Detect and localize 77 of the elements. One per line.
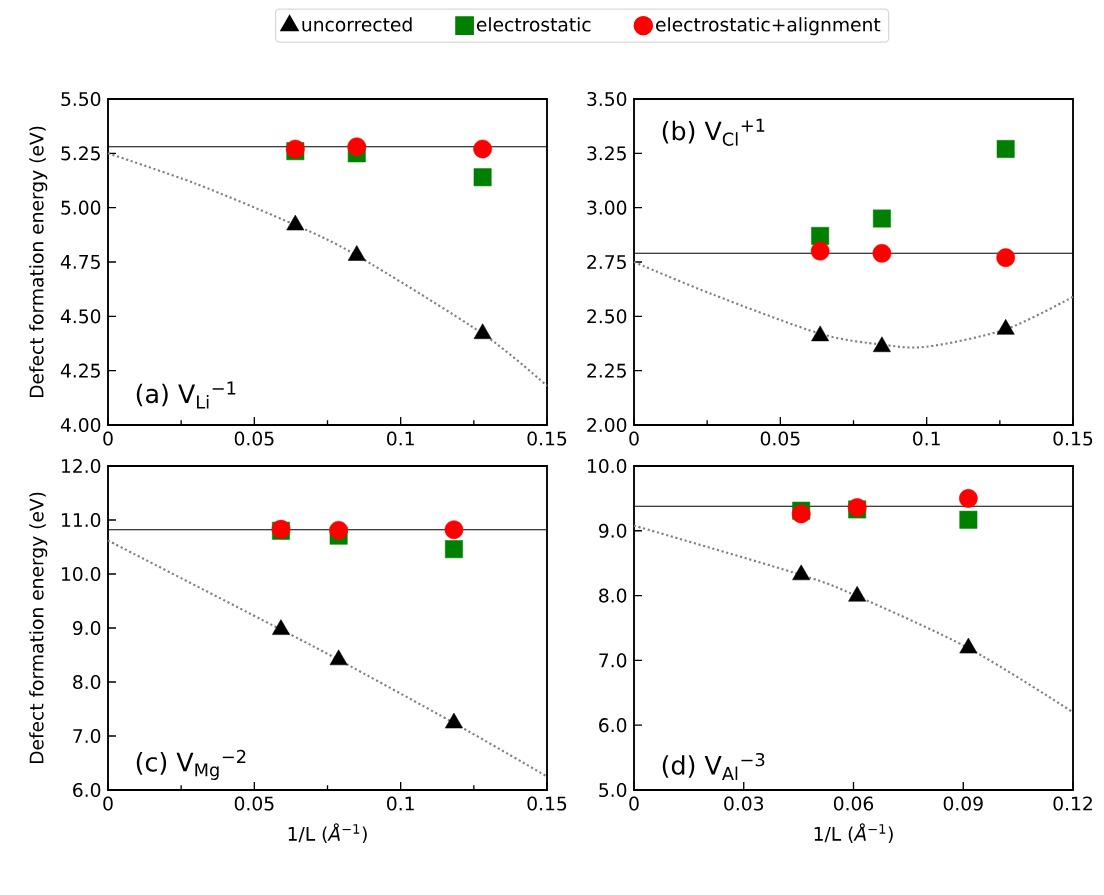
legend-label: electrostatic — [476, 17, 591, 32]
x-tick-label: 0 — [103, 431, 113, 446]
x-tick-label: 0.1 — [913, 431, 940, 446]
y-axis-title: Defect formation energy (eV) — [29, 126, 48, 398]
x-tick-label: 0.15 — [527, 796, 567, 811]
point — [996, 248, 1016, 267]
point — [272, 619, 290, 635]
line-series — [106, 539, 549, 778]
x-tick-label: 0.03 — [724, 796, 764, 811]
x-tick-label: 0.1 — [387, 431, 414, 446]
x-axis-title: 1/L (Å$^{−1}$) — [814, 823, 893, 844]
y-tick-label: 2.50 — [587, 309, 627, 324]
legend-label: electrostatic+alignment — [656, 17, 881, 36]
y-tick-label: 2.00 — [587, 417, 627, 433]
y-tick-label: 2.25 — [587, 363, 626, 378]
x-tick-label: 0 — [629, 431, 639, 446]
y-tick-label: 7.0 — [73, 728, 101, 744]
point — [996, 319, 1015, 335]
point — [872, 336, 891, 353]
point — [329, 649, 348, 666]
point — [445, 712, 463, 729]
point — [347, 137, 367, 157]
y-tick-label: 5.0 — [599, 782, 627, 798]
point — [329, 520, 348, 540]
x-tick-label: 0.06 — [833, 796, 874, 811]
y-tick-label: 3.00 — [587, 200, 627, 215]
point — [473, 168, 492, 187]
y-tick-label: 5.00 — [61, 200, 101, 215]
y-tick-label: 4.00 — [60, 417, 101, 433]
x-tick-label: 0.05 — [234, 796, 274, 811]
y-tick-label: 4.50 — [60, 309, 101, 324]
x-axis-title: 1/L (Å$^{−1}$) — [288, 823, 367, 844]
x-tick-label: 0.05 — [234, 431, 274, 446]
point — [445, 540, 463, 559]
y-tick-label: 6.0 — [73, 782, 101, 798]
annotation: (c) V$_{Mg}$−2 — [136, 749, 246, 780]
y-tick-label: 3.50 — [587, 91, 627, 107]
x-tick-label: 0.12 — [1053, 796, 1092, 811]
point — [811, 325, 830, 342]
x-tick-label: 0.15 — [527, 431, 567, 446]
point — [347, 245, 366, 261]
y-tick-label: 12.0 — [62, 458, 101, 474]
x-tick-label: 0.1 — [387, 796, 414, 811]
y-tick-label: 8.0 — [599, 588, 627, 603]
legend-label: uncorrected — [302, 17, 412, 32]
x-tick-label: 0.05 — [760, 431, 800, 446]
y-tick-label: 10.0 — [62, 566, 101, 582]
y-tick-label: 5.25 — [61, 146, 100, 161]
line-series — [632, 524, 1075, 714]
y-tick-label: 11.0 — [62, 512, 101, 528]
point — [872, 243, 892, 263]
y-tick-label: 2.75 — [587, 254, 626, 270]
annotation: (d) V$_{Al}$−3 — [662, 752, 765, 780]
point — [996, 140, 1015, 158]
x-tick-label: 0.15 — [1053, 431, 1093, 446]
y-tick-label: 3.25 — [587, 146, 626, 161]
annotation: (a) V$_{Li}$−1 — [136, 381, 236, 409]
point — [444, 520, 464, 540]
y-axis-title: Defect formation energy (eV) — [29, 492, 48, 764]
point — [286, 214, 305, 231]
y-tick-label: 5.50 — [61, 91, 101, 107]
y-tick-label: 4.75 — [60, 255, 100, 269]
y-tick-label: 4.25 — [60, 363, 100, 378]
y-tick-label: 8.0 — [73, 674, 101, 690]
y-tick-label: 9.0 — [73, 620, 101, 636]
point — [473, 323, 492, 339]
y-tick-label: 10.0 — [588, 458, 627, 474]
point — [473, 139, 492, 159]
x-tick-label: 0 — [629, 796, 639, 811]
x-tick-label: 0.09 — [943, 796, 983, 811]
annotation: (b) V$_{Cl}$+1 — [662, 118, 765, 146]
point — [810, 241, 830, 261]
point — [872, 209, 891, 228]
y-tick-label: 6.0 — [599, 718, 627, 733]
y-tick-label: 9.0 — [599, 523, 627, 538]
y-tick-label: 7.0 — [599, 653, 627, 668]
x-tick-label: 0 — [103, 796, 113, 811]
